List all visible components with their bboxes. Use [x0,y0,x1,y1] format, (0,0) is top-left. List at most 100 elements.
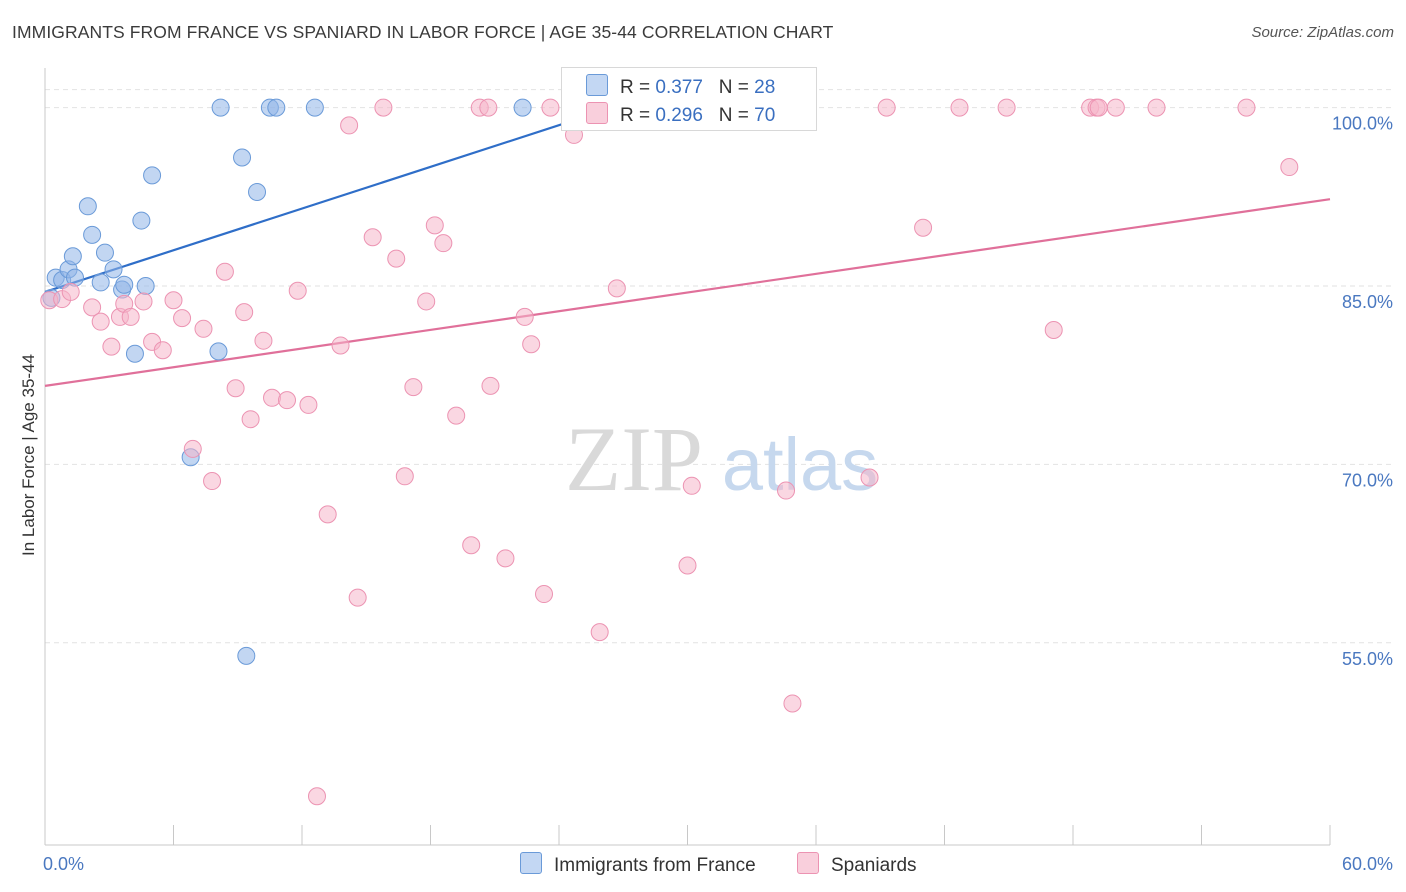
point-spaniards-56 [777,481,796,500]
legend-r-value-spaniards: 0.296 [655,105,703,126]
point-france-10 [104,260,123,279]
point-spaniards-31 [363,228,382,247]
point-spaniards-52 [607,279,626,298]
point-spaniards-28 [331,336,350,355]
point-spaniards-69 [1237,98,1256,117]
point-spaniards-8 [121,307,140,326]
point-spaniards-48 [541,98,560,117]
point-spaniards-59 [914,218,933,237]
point-spaniards-35 [404,378,423,397]
y-tick-label-3: 55.0% [1342,649,1393,669]
watermark-zip: ZIP [565,408,703,510]
gridlines [45,89,1395,644]
point-spaniards-60 [950,98,969,117]
point-spaniards-62 [1044,320,1063,339]
point-spaniards-42 [479,98,498,117]
point-spaniards-19 [235,303,254,322]
x-tick-label-min: 0.0% [43,854,84,874]
legend-n-label: N = [718,105,749,126]
legend-n-value-france: 28 [754,77,776,98]
legend-row-spaniards: R = 0.296 N = 70 [586,102,775,128]
watermark-atlas: atlas [722,423,878,506]
point-france-22 [248,183,267,202]
point-spaniards-20 [241,410,260,429]
point-spaniards-58 [877,98,896,117]
chart-source: Source: ZipAtlas.com [1251,24,1394,41]
point-spaniards-46 [522,335,541,354]
legend-swatch-spaniards [586,102,608,124]
point-france-18 [209,342,228,361]
point-spaniards-39 [447,406,466,425]
tick-labels: 100.0% 85.0% 70.0% 55.0% 0.0% 60.0% In Labor F… [19,114,1393,874]
point-spaniards-16 [203,472,222,491]
x-tick-label-max: 60.0% [1342,854,1393,874]
point-spaniards-70 [1280,158,1299,177]
legend-r-label: R = [620,105,651,126]
point-france-7 [83,225,102,244]
point-spaniards-13 [173,309,192,328]
point-spaniards-34 [395,467,414,486]
point-france-19 [211,98,230,117]
point-spaniards-38 [434,234,453,253]
point-france-4 [63,247,82,266]
point-spaniards-65 [1089,98,1108,117]
point-spaniards-45 [515,307,534,326]
stats-legend: R = 0.377 N = 28 R = 0.296 N = 70 [561,67,817,131]
point-spaniards-5 [102,337,121,356]
point-spaniards-57 [860,468,879,487]
y-tick-label-2: 70.0% [1342,470,1393,490]
point-spaniards-23 [278,391,297,410]
point-france-6 [78,197,97,216]
point-spaniards-66 [1106,98,1125,117]
axes [44,68,1331,846]
legend-n-value-spaniards: 70 [754,105,776,126]
point-spaniards-54 [682,476,701,495]
series-legend-swatch-france [520,852,542,874]
series-legend-swatch-spaniards [797,852,819,874]
point-spaniards-2 [61,282,80,301]
point-spaniards-68 [1147,98,1166,117]
point-france-25 [305,98,324,117]
point-france-13 [125,344,144,363]
y-tick-label-0: 100.0% [1332,114,1393,134]
trend-line-spaniards [44,198,1331,387]
point-spaniards-67 [783,694,802,713]
point-france-21 [237,646,256,665]
point-france-14 [136,276,155,295]
point-spaniards-12 [164,291,183,310]
point-spaniards-29 [340,116,359,135]
point-france-12 [115,275,134,294]
y-axis-label: In Labor Force | Age 35-44 [19,354,38,556]
point-spaniards-18 [226,379,245,398]
series-legend-spaniards[interactable]: Spaniards [797,852,917,877]
point-spaniards-14 [183,439,202,458]
legend-swatch-france [586,74,608,96]
point-france-9 [95,243,114,262]
series-legend-label-france: Immigrants from France [554,855,756,876]
point-spaniards-17 [215,262,234,281]
legend-n-label: N = [718,77,749,98]
point-spaniards-21 [254,331,273,350]
chart-title: IMMIGRANTS FROM FRANCE VS SPANIARD IN LA… [12,22,834,42]
point-spaniards-36 [417,292,436,311]
point-spaniards-22 [263,388,282,407]
point-spaniards-43 [481,376,500,395]
data-points [40,98,1299,806]
point-france-26 [513,98,532,117]
y-tick-label-1: 85.0% [1342,292,1393,312]
point-france-15 [143,166,162,185]
point-france-20 [233,148,252,167]
series-legend-france[interactable]: Immigrants from France [520,852,756,877]
point-spaniards-11 [153,341,172,360]
point-spaniards-3 [83,298,102,317]
legend-r-value-france: 0.377 [655,77,703,98]
point-spaniards-51 [590,623,609,642]
point-spaniards-9 [134,292,153,311]
point-france-24 [267,98,286,117]
legend-r-label: R = [620,77,651,98]
point-spaniards-53 [678,556,697,575]
point-spaniards-33 [387,249,406,268]
point-spaniards-4 [91,312,110,331]
point-spaniards-32 [374,98,393,117]
